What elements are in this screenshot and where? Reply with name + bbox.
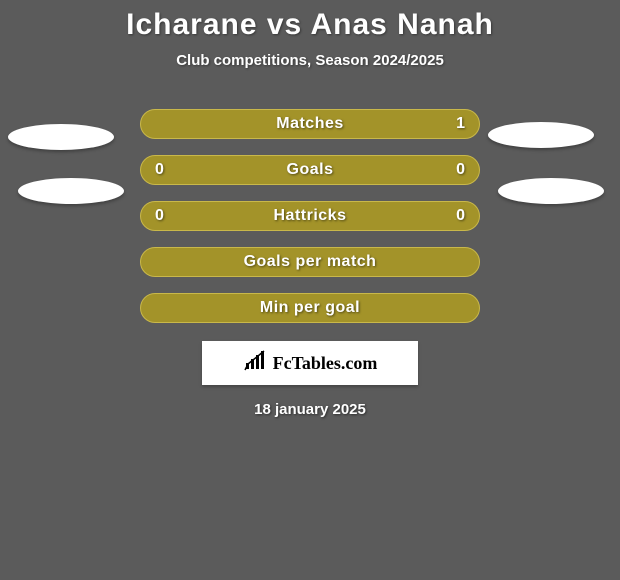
ellipse-top-left [8, 124, 114, 150]
bar-chart-icon [243, 349, 267, 378]
stat-label: Hattricks [274, 207, 347, 225]
page-title: Icharane vs Anas Nanah [0, 0, 620, 42]
stat-label: Min per goal [260, 299, 360, 317]
ellipse-mid-right [498, 178, 604, 204]
stat-label: Goals per match [244, 253, 377, 271]
ellipse-top-right [488, 122, 594, 148]
stat-right-value: 0 [456, 207, 465, 225]
footer-date: 18 january 2025 [0, 401, 620, 418]
stat-left-value: 0 [155, 207, 164, 225]
stat-label: Matches [276, 115, 344, 133]
brand-text: FcTables.com [273, 353, 378, 374]
stat-label: Goals [287, 161, 334, 179]
page-subtitle: Club competitions, Season 2024/2025 [0, 52, 620, 69]
stat-row-min-per-goal: Min per goal [140, 293, 480, 323]
stat-right-value: 1 [456, 115, 465, 133]
stat-right-value: 0 [456, 161, 465, 179]
stat-row-goals-per-match: Goals per match [140, 247, 480, 277]
stat-row-matches: Matches 1 [140, 109, 480, 139]
stat-row-hattricks: 0 Hattricks 0 [140, 201, 480, 231]
brand-box: FcTables.com [202, 341, 418, 385]
ellipse-mid-left [18, 178, 124, 204]
stat-row-goals: 0 Goals 0 [140, 155, 480, 185]
stat-left-value: 0 [155, 161, 164, 179]
